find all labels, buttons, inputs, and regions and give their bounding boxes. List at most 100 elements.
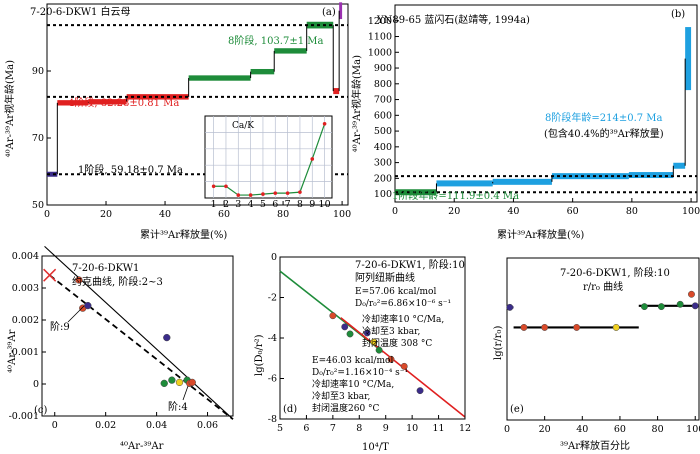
panel-c-frame [41, 255, 234, 417]
panel-b-label: (b) [671, 9, 685, 20]
panel-e-frame [506, 257, 700, 421]
panel-a-xtick-label: 60 [218, 209, 230, 220]
panel-b-ytick-label: 1200 [368, 16, 392, 27]
panel-a-step-2 [57, 100, 89, 106]
panel-b-ytick-label: 800 [374, 79, 392, 90]
panel-c-xlabel: ⁴⁰Ar-³⁹Ar [120, 441, 164, 452]
panel-d-c2: 冷却速率10 °C/Ma, [312, 378, 394, 390]
panel-c-regression-line-1 [44, 245, 234, 420]
panel-e-xtick-label: 40 [576, 424, 588, 435]
panel-a-inset-point [285, 191, 290, 195]
panel-c-xtick-label: 0.04 [146, 420, 167, 431]
panel-a-xtick-label: 100 [333, 209, 351, 220]
panel-a-inset-point [322, 122, 327, 126]
panel-a-inset-xtick-label: 2 [223, 199, 229, 210]
panel-a-inset-xtick-label: 3 [235, 199, 241, 210]
panel-e-point [612, 323, 620, 331]
panel-c-ytick-label: -0.001 [9, 411, 39, 422]
panel-b-step-4 [551, 173, 629, 180]
panel-c: 0 0.02 0.04 0.06 -0.001 0 0.001 0.002 0.003 0.004 [9, 245, 234, 431]
panel-b-xtick-label: 20 [448, 206, 460, 217]
panel-a-inset-point [261, 192, 265, 196]
panel-b-step-2 [436, 180, 493, 187]
panel-d-xtick-label: 7 [330, 423, 336, 434]
panel-d-ytick-label: -8 [268, 414, 277, 425]
panel-c-intercept-cross [43, 268, 57, 282]
panel-a-inset-point [248, 193, 253, 197]
panel-a-inset-point [224, 184, 228, 189]
panel-e-xtick-label: 100 [686, 424, 700, 435]
panel-d-label: (d) [283, 404, 297, 415]
panel-a-step-6 [250, 68, 275, 75]
panel-a-ylabel: ⁴⁰Ar-³⁹Ar视年龄(Ma) [3, 60, 16, 158]
panel-b-ytick-label: 500 [374, 126, 392, 137]
panel-c-regression-line-2 [49, 274, 234, 420]
panel-e-point [541, 323, 549, 331]
panel-d-ytick-label: 0 [271, 252, 277, 263]
panel-d-e2: E=46.03 kcal/mol [312, 356, 393, 366]
panel-e-xtick-label: 20 [539, 424, 551, 435]
panel-d-ytick-label: -2 [268, 293, 277, 304]
panel-d-subtitle: 阿列纽斯曲线 [355, 271, 415, 284]
panel-d-point [363, 329, 371, 337]
panel-c-ytick-label: 0.002 [12, 315, 39, 326]
panel-e-label: (e) [510, 404, 524, 415]
panel-d-xlabel: 10⁴/T [362, 442, 389, 453]
panel-a-step-5 [188, 75, 251, 81]
panel-b-ytick-label: 100 [374, 189, 392, 200]
panel-a-step-9 [333, 88, 340, 95]
panel-c-point [84, 301, 92, 310]
panel-d-xtick-label: 5 [277, 423, 283, 434]
panel-b-ytick-label: 400 [374, 142, 392, 153]
panel-a-ytick-label: 70 [32, 133, 44, 144]
panel-a-ann1: 1阶段, 59.18±0.7 Ma [78, 163, 183, 176]
panel-a-inset-xtick-label: 8 [297, 199, 303, 210]
panel-c-ytick-label: 0 [33, 379, 39, 390]
panel-a-xtick-label: 80 [277, 209, 289, 220]
panel-c-point [160, 379, 168, 388]
panel-c-point [188, 378, 196, 387]
panel-b-ann1: 1阶段年龄=111.9±0.4 Ma [392, 189, 519, 202]
panel-a-label: (a) [322, 7, 336, 18]
panel-c-label: (c) [34, 405, 48, 416]
panel-a-ann4: 4阶段, 82.28±0.81 Ma [68, 96, 179, 109]
panel-a-ytick-label: 90 [32, 66, 44, 77]
panel-a-inset-xtick-label: 1 [211, 199, 217, 210]
panel-d-c1: 冷却速率10 °C/Ma, [362, 313, 444, 325]
panel-b-xtick-label: 40 [507, 206, 519, 217]
panel-a-ann8: 8阶段, 103.7±1 Ma [228, 34, 324, 47]
panel-e-point [573, 323, 581, 331]
panel-d-xtick-label: 10 [406, 423, 418, 434]
panel-c-ytick-label: 0.003 [12, 283, 39, 294]
panel-b-xtick-label: 60 [567, 206, 579, 217]
panel-c-xtick-label: 0 [52, 420, 58, 431]
panel-c-ann4-pointer [182, 385, 189, 401]
panel-d-point [387, 355, 395, 363]
panel-a: 0 20 40 60 80 100 50 70 90 1 2 3 4 5 6 7 8 9 10 [32, 2, 351, 220]
panel-a-inset-point [211, 184, 216, 189]
panel-d-xtick-label: 8 [356, 423, 362, 434]
panel-b-step-3 [492, 178, 552, 185]
panel-e-point [506, 303, 514, 311]
panel-a-step-7 [274, 48, 307, 54]
panel-b-ytick-label: 900 [374, 63, 392, 74]
panel-b-ytick-label: 600 [374, 110, 392, 121]
panel-b-ytick-label: 1000 [368, 47, 392, 58]
panel-e-title: 7-20-6-DKW1, 阶段:10 [560, 266, 670, 279]
panel-c-xtick-label: 0.02 [95, 420, 116, 431]
panel-a-inset-xtick-label: 10 [319, 199, 331, 210]
panel-b-step-6 [673, 162, 686, 169]
panel-d-point [370, 338, 378, 346]
panel-d-e1: E=57.06 kcal/mol [355, 287, 436, 297]
panel-c-xtick-label: 0.06 [197, 420, 218, 431]
panel-a-inset-xtick-label: 6 [272, 199, 278, 210]
panel-d: 5 6 7 8 9 10 11 12 -8 -6 -4 -2 0 [268, 252, 471, 434]
panel-b-ann8b: (包含40.4%的³⁹Ar释放量) [544, 127, 664, 140]
panel-b-ytick-label: 300 [374, 158, 392, 169]
panel-c-ann4: 阶:4 [168, 400, 188, 413]
panel-b-frame [394, 4, 698, 203]
panel-c-point [168, 376, 176, 384]
panel-a-xtick-label: 20 [100, 209, 112, 220]
panel-e-xtick-label: 0 [504, 424, 510, 435]
panel-a-frame [46, 3, 349, 206]
